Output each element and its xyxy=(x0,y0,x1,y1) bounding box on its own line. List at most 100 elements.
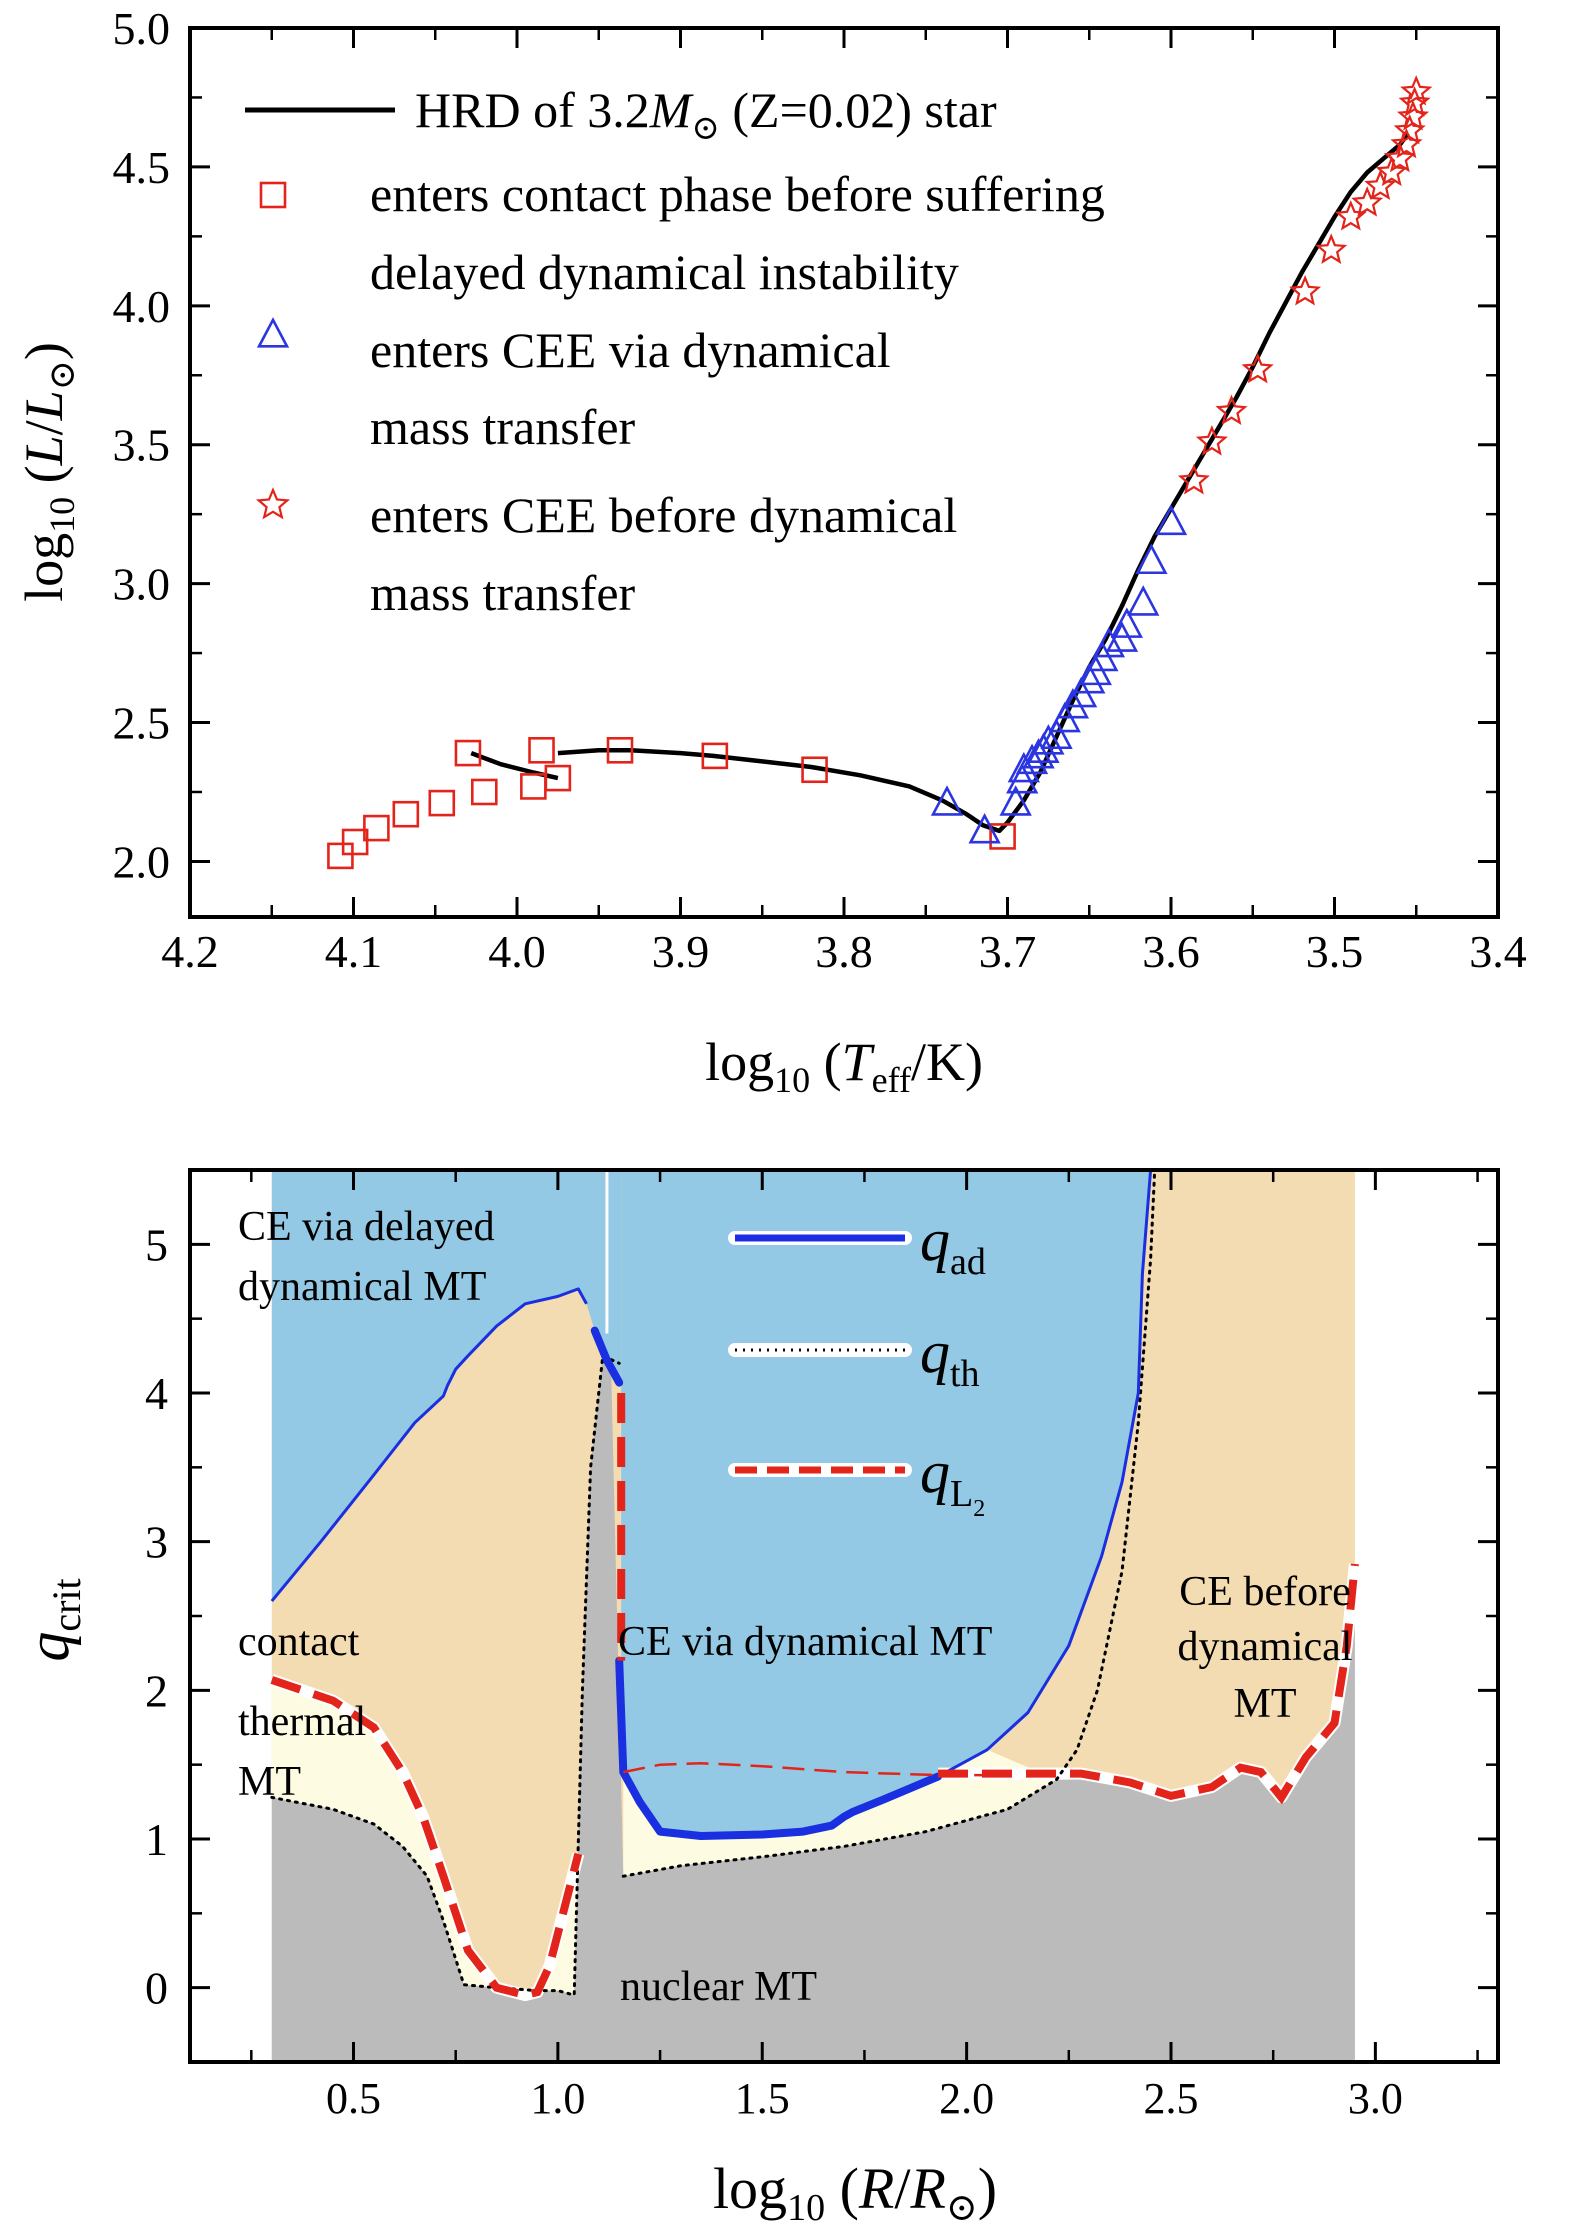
hrd-panel: 4.2 4.1 4.0 3.9 3.8 3.7 3.6 3.5 3.4 2.0 2.5 3.0 3.5 4… xyxy=(14,3,1527,1100)
hrd-star-point xyxy=(1364,169,1397,201)
hrd-star-point xyxy=(1215,394,1248,426)
hrd-plot-frame xyxy=(188,26,1500,919)
hrd-triangle-point xyxy=(999,785,1032,816)
qad-curve-bold-left xyxy=(590,1326,624,1387)
hrd-legend-label: mass transfer xyxy=(370,399,636,455)
qcrit-legend-label: qL2 xyxy=(920,1439,985,1522)
hrd-square-point xyxy=(989,823,1016,850)
hrd-triangle-point xyxy=(930,785,964,816)
hrd-triangle-point xyxy=(1127,585,1160,616)
hrd-y-tick-label: 3.0 xyxy=(113,559,171,610)
qL2-curve-tail xyxy=(938,1563,1359,1805)
region-label: nuclear MT xyxy=(620,1964,817,2010)
hrd-triangle-point xyxy=(1056,687,1090,719)
hrd-triangle-point xyxy=(1110,607,1144,638)
qcrit-y-tick-label: 0 xyxy=(145,1963,168,2014)
hrd-square-point xyxy=(606,737,634,764)
hrd-star-point xyxy=(1289,275,1322,306)
hrd-triangle-point xyxy=(968,812,1001,844)
qcrit-legend-label: qad xyxy=(920,1207,986,1283)
qL2-curve-thin xyxy=(623,1761,1008,1777)
hrd-x-tick-label: 4.1 xyxy=(325,926,383,977)
region-label: MT xyxy=(1234,1681,1297,1727)
hrd-x-tick-label: 3.5 xyxy=(1306,926,1364,977)
qcrit-series-group xyxy=(269,1168,1361,2002)
hrd-legend-triangle-swatch xyxy=(256,317,290,348)
hrd-x-tick-label: 4.2 xyxy=(161,926,219,977)
hrd-legend-label: enters CEE before dynamical xyxy=(370,487,957,543)
hrd-square-point xyxy=(454,739,482,767)
hrd-y-axis-label: log10 (L/L⊙) xyxy=(14,342,82,602)
region-label: CE via delayed xyxy=(238,1204,495,1250)
hrd-legend-track-label: HRD of 3.2M⊙ (Z=0.02) star xyxy=(415,82,997,147)
hrd-legend-square-swatch xyxy=(259,181,287,209)
hrd-x-tick-label: 3.9 xyxy=(652,926,710,977)
hrd-x-tick-label: 3.4 xyxy=(1469,926,1527,977)
qad-curve-branch2-thin xyxy=(937,1169,1153,1778)
hrd-triangle-point xyxy=(1015,743,1049,775)
hrd-y-tick-label: 2.5 xyxy=(113,698,171,749)
hrd-legend-label: delayed dynamical instability xyxy=(370,244,959,300)
qcrit-y-tick-label: 3 xyxy=(145,1517,168,1568)
hrd-star-point xyxy=(1396,100,1430,131)
hrd-track-line xyxy=(557,132,1410,834)
qcrit-y-tick-label: 1 xyxy=(145,1814,168,1865)
qcrit-x-tick-label: 2.0 xyxy=(939,2074,994,2123)
hrd-square-point xyxy=(544,764,572,792)
hrd-x-axis-label: log10 (Teff/K) xyxy=(705,1032,983,1100)
hrd-legend-label: mass transfer xyxy=(370,565,636,621)
hrd-square-point xyxy=(701,742,729,770)
hrd-triangle-point xyxy=(1154,504,1188,536)
qcrit-panel: CE via delayed dynamical MT contact thermal… xyxy=(15,1168,1500,2229)
hrd-star-point xyxy=(1400,75,1433,106)
hrd-x-tick-label: 3.7 xyxy=(979,926,1037,977)
hrd-square-point xyxy=(341,828,369,856)
qcrit-plot-frame xyxy=(188,1168,1500,2064)
hrd-y-tick-label: 3.5 xyxy=(113,420,171,471)
hrd-square-point xyxy=(327,842,354,870)
qcrit-regions xyxy=(271,1170,1355,2062)
hrd-square-point xyxy=(528,737,555,764)
hrd-triangle-point xyxy=(1006,762,1039,794)
thermal-region-mid xyxy=(623,1749,1057,1877)
hrd-series-group xyxy=(327,75,1433,870)
hrd-y-tick-label: 4.0 xyxy=(113,281,171,332)
region-label: MT xyxy=(238,1759,301,1805)
hrd-legend: HRD of 3.2M⊙ (Z=0.02) star enters contact… xyxy=(245,82,1105,621)
hrd-star-point xyxy=(1351,186,1384,217)
hrd-star-point xyxy=(1241,352,1274,384)
hrd-square-point xyxy=(392,800,420,828)
region-label: thermal xyxy=(238,1699,366,1745)
hrd-triangle-point xyxy=(1032,724,1065,755)
ce-dynamical-region xyxy=(619,1170,1151,1836)
hrd-y-tick-label: 4.5 xyxy=(113,142,171,193)
hrd-x-tick-label: 4.0 xyxy=(488,926,546,977)
hrd-square-point xyxy=(801,756,828,784)
hrd-square-point xyxy=(520,773,547,800)
qcrit-x-tick-label: 3.0 xyxy=(1348,2074,1403,2123)
qcrit-x-tick-label: 0.5 xyxy=(326,2074,381,2123)
hrd-star-point xyxy=(1177,463,1210,495)
qcrit-y-tick-label: 5 xyxy=(145,1219,168,1270)
qcrit-y-axis-label: qcrit xyxy=(15,1578,89,1661)
qad-curve-branch2-bold xyxy=(615,1656,942,1840)
qcrit-y-tick-label: 4 xyxy=(145,1368,168,1419)
region-label: dynamical MT xyxy=(238,1264,486,1310)
hrd-x-tick-label: 3.6 xyxy=(1142,926,1200,977)
region-label: dynamical xyxy=(1178,1624,1353,1670)
qcrit-y-tick-label: 2 xyxy=(145,1665,168,1716)
hrd-square-point xyxy=(363,814,390,842)
hrd-legend-star-swatch xyxy=(255,487,291,520)
qL2-curve xyxy=(270,1676,583,2000)
hrd-axes-group: 4.2 4.1 4.0 3.9 3.8 3.7 3.6 3.5 3.4 2.0 2.5 3.0 3.5 4… xyxy=(113,3,1527,977)
hrd-x-tick-label: 3.8 xyxy=(815,926,873,977)
hrd-square-point xyxy=(428,789,456,817)
qth-curve-branch2 xyxy=(621,1168,1157,1878)
hrd-legend-label: enters CEE via dynamical xyxy=(370,322,891,378)
hrd-star-point xyxy=(1398,86,1431,117)
qad-curve-branch1 xyxy=(270,1287,588,1603)
hrd-legend-label: enters contact phase before suffering xyxy=(370,166,1105,222)
hrd-triangle-point xyxy=(1092,626,1126,658)
qcrit-legend: qad qth qL2 xyxy=(728,1207,986,1522)
